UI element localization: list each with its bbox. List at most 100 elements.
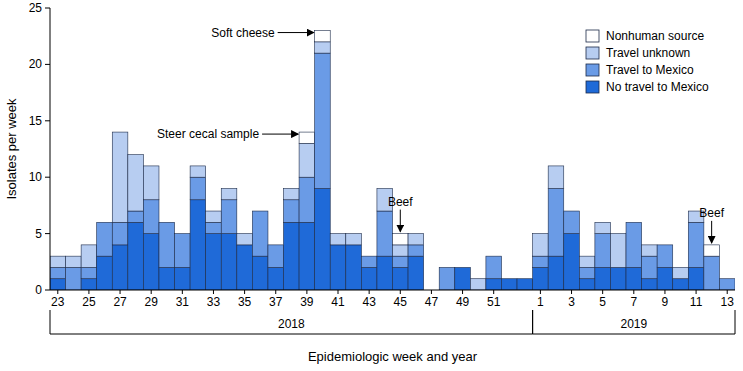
annotation-arrow bbox=[262, 134, 298, 135]
x-tick-label: 1 bbox=[537, 295, 544, 309]
y-axis-title: Isolates per week bbox=[4, 98, 19, 200]
bar-segment bbox=[284, 200, 300, 223]
bar-segment bbox=[221, 234, 237, 290]
x-tick-label: 5 bbox=[599, 295, 606, 309]
x-tick-label: 27 bbox=[113, 295, 127, 309]
x-tick bbox=[120, 290, 121, 294]
x-tick-label: 25 bbox=[82, 295, 96, 309]
bar-segment bbox=[642, 279, 658, 290]
bar-segment bbox=[97, 256, 113, 290]
x-tick-label: 35 bbox=[238, 295, 252, 309]
group-bracket bbox=[735, 310, 736, 334]
bar-segment bbox=[439, 267, 455, 290]
bar-segment bbox=[299, 177, 315, 222]
group-bracket bbox=[50, 334, 533, 335]
bar-segment bbox=[688, 267, 704, 290]
annotation-arrow bbox=[400, 210, 401, 232]
bar-segment bbox=[548, 188, 564, 256]
x-tick bbox=[696, 290, 697, 294]
y-tick-label: 10 bbox=[29, 170, 43, 184]
bar-segment bbox=[112, 245, 128, 290]
bar-segment bbox=[221, 188, 237, 199]
legend-swatch bbox=[586, 64, 599, 76]
x-tick-label: 51 bbox=[487, 295, 501, 309]
bar-segment bbox=[595, 267, 611, 290]
bars bbox=[50, 31, 735, 290]
x-tick-label: 41 bbox=[331, 295, 345, 309]
bar-segment bbox=[704, 256, 720, 290]
bar-segment bbox=[595, 234, 611, 268]
x-tick bbox=[275, 290, 276, 294]
legend-label: Nonhuman source bbox=[606, 29, 704, 43]
x-tick bbox=[151, 290, 152, 294]
bar-segment bbox=[237, 245, 253, 290]
group-label: 2018 bbox=[278, 317, 305, 331]
bar-segment bbox=[112, 132, 128, 222]
legend-swatch bbox=[586, 81, 599, 93]
bar-segment bbox=[408, 245, 424, 256]
y-axis-line bbox=[50, 8, 51, 290]
bar-segment bbox=[408, 256, 424, 290]
x-tick bbox=[306, 290, 307, 294]
bar-segment bbox=[393, 256, 409, 267]
bar-segment bbox=[81, 245, 97, 268]
x-axis-title: Epidemiologic week and year bbox=[308, 349, 478, 364]
legend-swatch bbox=[586, 30, 599, 42]
bar-segment bbox=[315, 31, 331, 42]
bar-segment bbox=[50, 267, 66, 278]
bar-segment bbox=[688, 222, 704, 267]
bar-segment bbox=[315, 42, 331, 53]
y-tick-label: 5 bbox=[35, 227, 42, 241]
bar-segment bbox=[673, 267, 689, 278]
legend-label: Travel unknown bbox=[606, 46, 690, 60]
annotation: Beef bbox=[388, 195, 413, 209]
bar-segment bbox=[143, 166, 159, 200]
bar-segment bbox=[284, 222, 300, 290]
bar-segment bbox=[657, 267, 673, 290]
bar-segment bbox=[548, 166, 564, 189]
y-tick-label: 15 bbox=[29, 114, 43, 128]
group-label: 2019 bbox=[620, 317, 647, 331]
bar-segment bbox=[719, 279, 735, 290]
bar-segment bbox=[252, 256, 268, 290]
y-tick bbox=[45, 290, 50, 291]
y-tick bbox=[45, 120, 50, 121]
bar-segment bbox=[81, 267, 97, 278]
bar-segment bbox=[486, 256, 502, 279]
x-tick-label: 3 bbox=[568, 295, 575, 309]
x-tick-label: 39 bbox=[300, 295, 314, 309]
chart: 0510152025Isolates per week2325272931333… bbox=[0, 0, 743, 371]
legend-label: Travel to Mexico bbox=[606, 63, 694, 77]
bar-segment bbox=[159, 267, 175, 290]
bar-segment bbox=[143, 234, 159, 290]
bar-segment bbox=[221, 200, 237, 234]
x-tick-label: 7 bbox=[630, 295, 637, 309]
bar-segment bbox=[455, 267, 471, 290]
group-bracket bbox=[50, 310, 51, 334]
bar-segment bbox=[206, 234, 222, 290]
bar-segment bbox=[128, 222, 144, 290]
y-tick bbox=[45, 64, 50, 65]
bar-segment bbox=[237, 234, 253, 245]
group-bracket bbox=[533, 334, 735, 335]
x-tick bbox=[540, 290, 541, 294]
x-tick-label: 49 bbox=[456, 295, 470, 309]
bar-segment bbox=[112, 222, 128, 245]
bar-segment bbox=[268, 267, 284, 290]
bar-segment bbox=[330, 234, 346, 245]
group-bracket bbox=[532, 310, 533, 334]
bar-segment bbox=[517, 279, 533, 290]
x-tick-label: 43 bbox=[362, 295, 376, 309]
bar-segment bbox=[346, 234, 362, 245]
bar-segment bbox=[533, 234, 549, 257]
x-tick-label: 29 bbox=[145, 295, 159, 309]
x-tick-label: 23 bbox=[51, 295, 65, 309]
x-tick bbox=[57, 290, 58, 294]
bar-segment bbox=[626, 222, 642, 267]
x-tick bbox=[182, 290, 183, 294]
bar-segment bbox=[579, 267, 595, 278]
bar-segment bbox=[657, 245, 673, 268]
bar-segment bbox=[159, 222, 175, 267]
bar-segment bbox=[393, 234, 409, 245]
group-bracket bbox=[532, 310, 533, 334]
